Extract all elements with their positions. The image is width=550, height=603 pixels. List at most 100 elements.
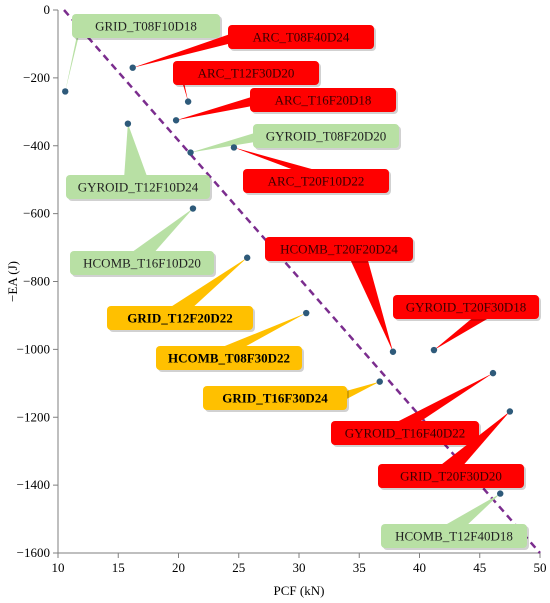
point-label: GRID_T16F30D24 [222,391,328,406]
y-tick-label: −1000 [17,341,50,356]
y-tick-label: −1200 [17,409,50,424]
callout-pointer [128,208,193,255]
callout-pointer [190,131,261,153]
callout-box [393,295,539,319]
callout-box [253,124,399,148]
x-tick-label: 40 [413,560,426,575]
callout-box [70,251,214,275]
x-tick-label: 50 [534,560,547,575]
y-tick-label: −600 [23,206,50,221]
x-tick-label: 15 [112,560,125,575]
callout-pointer [349,257,393,352]
callout-box [72,14,220,38]
callout-arc-t16f20d18: ARC_T16F20D18 [176,88,398,121]
axes: 10 15 20 25 30 35 40 45 50 0 −200 −400 −600 −800 −1000… [17,2,547,575]
callout-box [243,169,389,193]
point-label: GRID_T12F20D22 [127,311,232,326]
callout-pointer [339,381,380,403]
callout-pointer [132,32,236,68]
data-point-gyroid-t12f10d24 [124,120,132,127]
data-point-hcomb-t08f30d22 [303,309,310,317]
data-point-arc-t12f30d20 [184,98,192,105]
callout-pointer [233,147,326,173]
x-tick-label: 45 [473,560,486,575]
callout-grid-t16f30d24: GRID_T16F30D24 [203,381,380,412]
data-point-arc-t20f10d22 [230,144,238,151]
callout-pointer [124,123,148,179]
callout-box [66,175,210,199]
callout-pointer [65,21,80,92]
y-tick-label: −1400 [17,477,50,492]
data-point-hcomb-t20f20d24 [389,348,397,355]
point-label: GYROID_T08F20D20 [266,129,387,144]
callout-grid-t20f30d20: GRID_T20F30D20 [378,411,526,490]
x-axis-title: PCF (kN) [274,583,325,598]
point-label: ARC_T08F40D24 [253,30,350,45]
data-point-grid-t20f30d20 [506,408,514,415]
callout-box [265,237,413,261]
callout-pointer [391,373,494,425]
point-label: GYROID_T20F30D18 [406,300,527,315]
y-tick-label: −800 [23,274,50,289]
data-points [62,64,514,497]
x-tick-label: 10 [52,560,65,575]
callout-box [173,61,319,85]
data-point-grid-t16f30d24 [376,378,383,385]
callout-box [203,386,347,410]
callout-arc-t20f10d22: ARC_T20F10D22 [233,147,391,195]
callout-arc-t12f30d20: ARC_T12F30D20 [173,61,321,102]
callout-hcomb-t20f20d24: HCOMB_T20F20D24 [265,237,415,352]
callout-pointer [433,315,494,351]
point-label: ARC_T12F30D20 [198,66,295,81]
callout-gyroid-t16f40d22: GYROID_T16F40D22 [331,373,494,447]
point-label: GYROID_T16F40D22 [345,426,466,441]
point-label: GRID_T08F10D18 [95,19,197,34]
callout-box [381,524,527,548]
x-tick-label: 30 [293,560,306,575]
callout-box [228,25,374,49]
callout-pointer [215,313,307,350]
data-point-hcomb-t12f40d18 [497,490,504,497]
callout-labels: GRID_T08F10D18 ARC_T08F40D24 ARC_T12F30D20… [65,14,541,550]
callout-arc-t08f40d24: ARC_T08F40D24 [132,25,376,68]
point-label: ARC_T20F10D22 [268,174,365,189]
callout-box [250,88,396,112]
x-tick-label: 25 [232,560,245,575]
x-tick-label: 35 [353,560,366,575]
callout-grid-t08f10d18: GRID_T08F10D18 [65,14,222,92]
callout-hcomb-t08f30d22: HCOMB_T08F30D22 [156,313,307,372]
y-tick-label: −1600 [17,545,50,560]
callout-pointer [181,68,189,102]
x-tick-label: 20 [172,560,185,575]
callout-hcomb-t12f40d18: HCOMB_T12F40D18 [381,493,529,550]
callout-box [156,346,302,370]
point-label: HCOMB_T20F20D24 [280,242,398,257]
callout-gyroid-t20f30d18: GYROID_T20F30D18 [393,295,541,351]
y-axis-title: −EA (J) [5,261,20,302]
data-point-grid-t12f20d22 [243,254,251,261]
point-label: ARC_T16F20D18 [275,93,372,108]
point-label: HCOMB_T08F30D22 [168,351,290,366]
data-point-gyroid-t16f40d22 [489,369,497,377]
callout-box [107,306,253,330]
callout-grid-t12f20d22: GRID_T12F20D22 [107,257,255,332]
callout-gyroid-t12f10d24: GYROID_T12F10D24 [66,123,212,201]
data-point-gyroid-t08f20d20 [187,149,194,156]
callout-hcomb-t16f10d20: HCOMB_T16F10D20 [70,208,216,277]
data-point-grid-t08f10d18 [62,88,69,95]
data-point-hcomb-t16f10d20 [189,205,197,212]
point-label: HCOMB_T16F10D20 [83,256,201,271]
callout-box [331,421,479,445]
callout-pointer [440,493,501,528]
data-point-gyroid-t20f30d18 [430,346,438,354]
callout-gyroid-t08f20d20: GYROID_T08F20D20 [190,124,401,153]
y-tick-label: −200 [23,70,50,85]
point-label: HCOMB_T12F40D18 [395,529,513,544]
callout-pointer [437,411,510,468]
data-point-arc-t16f20d18 [172,117,180,124]
callout-pointer [176,95,258,121]
data-point-arc-t08f40d24 [129,64,136,71]
point-label: GRID_T20F30D20 [400,469,502,484]
callout-box [378,464,524,488]
point-label: GYROID_T12F10D24 [78,180,199,195]
